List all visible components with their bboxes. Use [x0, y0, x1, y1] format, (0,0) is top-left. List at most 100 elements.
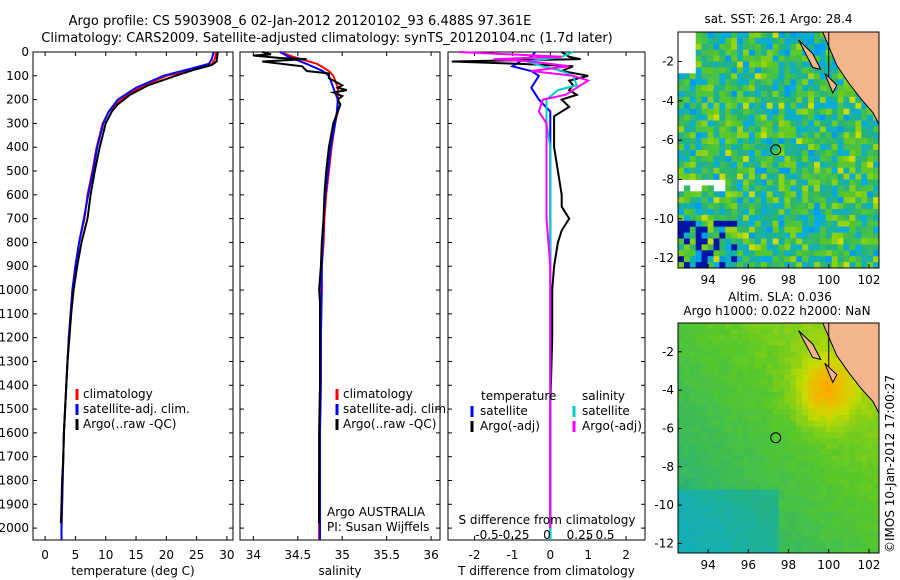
map-cell: [837, 535, 844, 542]
map-cell: [849, 91, 856, 98]
map-cell: [849, 209, 856, 216]
map-cell: [790, 191, 797, 198]
map-cell: [689, 108, 697, 115]
map-cell: [802, 220, 809, 228]
map-cell: [790, 173, 797, 180]
map-cell: [814, 108, 821, 115]
map-cell: [814, 397, 821, 404]
map-cell: [814, 191, 821, 198]
map-cell: [796, 209, 803, 216]
map-cell: [760, 449, 768, 456]
map-cell: [784, 369, 791, 376]
map-cell: [689, 530, 697, 537]
map-cell: [873, 478, 880, 485]
map-cell: [719, 96, 726, 104]
map-cell: [843, 397, 850, 404]
map-cell: [754, 96, 762, 104]
map-cell: [814, 55, 821, 62]
map-cell: [867, 256, 874, 263]
map-cell: [713, 96, 720, 104]
map-cell: [843, 108, 850, 115]
map-cell: [689, 79, 697, 86]
map-cell: [719, 214, 726, 222]
map-cell: [707, 328, 714, 335]
map-cell: [737, 443, 744, 450]
map-cell: [766, 132, 773, 139]
map-cell: [754, 432, 762, 439]
y-tick-label: -6: [662, 133, 674, 147]
map-cell: [843, 203, 850, 210]
map-cell: [713, 138, 720, 145]
map-cell: [766, 501, 773, 508]
map-cell: [695, 432, 702, 439]
map-cell: [808, 530, 815, 537]
map-cell: [843, 220, 850, 228]
map-cell: [766, 232, 773, 239]
map-cell: [808, 214, 815, 222]
map-cell: [796, 244, 803, 251]
map-cell: [784, 455, 791, 462]
argo-location-marker: [770, 144, 782, 156]
map-cell: [766, 209, 773, 216]
map-cell: [814, 369, 821, 376]
map-cell: [678, 449, 685, 456]
map-cell: [784, 155, 791, 163]
map-cell: [748, 518, 756, 525]
map-cell: [683, 144, 691, 151]
map-cell: [754, 220, 762, 228]
map-cell: [808, 120, 815, 127]
map-cell: [725, 340, 732, 347]
map-cell: [725, 438, 732, 445]
map-cell: [873, 209, 880, 216]
map-cell: [683, 530, 691, 537]
map-cell: [790, 155, 797, 163]
map-cell: [855, 478, 862, 485]
map-cell: [719, 209, 726, 216]
map-cell: [796, 524, 803, 531]
map-cell: [678, 250, 685, 257]
map-cell: [873, 461, 880, 468]
map-cell: [719, 102, 726, 110]
map-cell: [796, 173, 803, 180]
map-cell: [748, 541, 756, 548]
map-cell: [707, 369, 714, 376]
map-cell: [837, 191, 844, 198]
map-cell: [689, 323, 697, 330]
map-cell: [760, 179, 768, 186]
map-cell: [825, 535, 833, 542]
map-cell: [843, 415, 850, 422]
map-cell: [695, 73, 702, 80]
map-cell: [754, 449, 762, 456]
map-cell: [808, 512, 815, 519]
map-cell: [873, 191, 880, 198]
map-cell: [796, 214, 803, 222]
y-tick-label: 900: [6, 259, 29, 273]
map-cell: [701, 220, 708, 228]
map-cell: [683, 214, 691, 222]
map-cell: [831, 415, 838, 422]
map-cell: [754, 232, 762, 239]
map-cell: [760, 256, 768, 263]
map-cell: [819, 415, 827, 422]
map-cell: [861, 478, 868, 485]
map-cell: [689, 392, 697, 399]
map-cell: [825, 191, 833, 198]
map-cell: [695, 323, 702, 330]
map-cell: [790, 455, 797, 462]
map-cell: [796, 220, 803, 228]
map-cell: [683, 244, 691, 251]
map-cell: [790, 369, 797, 376]
map-cell: [814, 461, 821, 468]
map-cell: [754, 466, 762, 473]
map-cell: [678, 541, 685, 548]
map-cell: [802, 409, 809, 416]
map-cell: [713, 79, 720, 86]
map-cell: [683, 334, 691, 341]
map-cell: [814, 426, 821, 433]
map-cell: [772, 132, 779, 139]
y-tick-label: -4: [662, 94, 674, 108]
map-cell: [855, 238, 862, 245]
map-cell: [784, 197, 791, 204]
map-cell: [689, 203, 697, 210]
map-cell: [689, 518, 697, 525]
